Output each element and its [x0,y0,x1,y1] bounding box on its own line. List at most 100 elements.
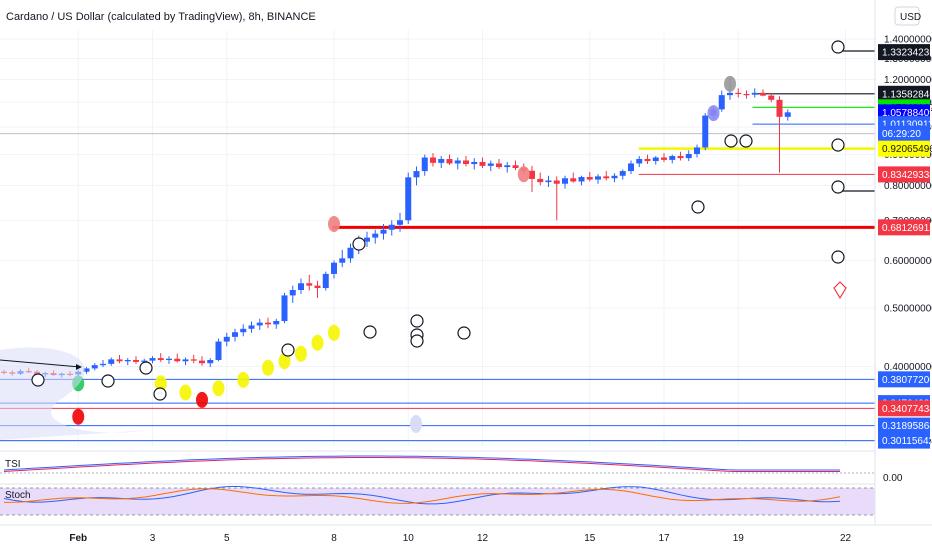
annotation-icon [352,237,366,251]
time-tick-label: 15 [584,533,596,544]
price-tag-label: 06:29:20 [882,129,921,140]
candle-body [83,368,90,372]
candle-body [694,147,700,155]
candle-body [776,99,783,117]
time-tick-label: 22 [840,533,852,544]
signal-marker [212,380,225,397]
chart-title: Cardano / US Dollar (calculated by Tradi… [6,11,316,23]
drawing-shape [410,415,422,433]
candle-body [91,365,98,369]
arrow-head [76,364,82,370]
candle-body [603,176,610,179]
signal-marker [278,353,291,370]
tsi-pane: TSI [0,450,875,474]
time-tick-label: 5 [224,533,230,544]
price-tick-label: 0.40000000 [884,362,932,373]
price-tag [878,417,930,434]
annotation-icon [691,200,705,214]
time-tick-label: 8 [331,533,337,544]
candle-body [289,289,296,296]
candle-body [718,95,725,110]
candle-body [223,336,230,342]
price-tag-label: 1.33234235 [882,48,932,59]
candle-body [677,156,684,159]
candle-body [182,359,189,362]
candle-body [702,115,709,148]
price-tick-label: 0.80000000 [884,181,932,192]
candle-body [397,220,403,225]
candle-body [207,360,214,364]
time-tick-label: 10 [403,533,415,544]
annotation-icon [833,281,847,300]
candle-body [388,224,395,230]
annotation-icon [410,334,424,348]
annotation-icon [363,325,377,339]
candle-body [240,328,247,333]
price-tag-label: 0.92065496 [882,144,932,155]
price-tag-label: 0.30115642 [882,436,932,447]
candle-body [166,358,172,361]
time-tick-label: 3 [150,533,156,544]
candle-body [322,273,329,289]
signal-marker [237,371,250,388]
candle-body [454,160,461,164]
candle-body [430,157,436,163]
candle-body [248,325,255,329]
tsi-label: TSI [5,459,21,470]
candle-body [298,283,304,290]
candle-body [553,180,560,184]
price-tag [878,432,930,449]
signal-marker [179,384,192,401]
candle-body [314,285,321,289]
candle-body [281,295,288,322]
price-tick-label: 1.40000000 [884,35,932,46]
candle-body [586,177,593,180]
price-tag [878,85,930,102]
candle-body [421,157,428,172]
candle-body [743,93,750,96]
candle-body [265,322,271,325]
signal-marker [328,216,340,233]
candle-body [347,247,354,259]
candle-body [372,233,379,238]
candle-body [504,165,511,168]
candle-body [256,322,263,326]
candle-body [611,175,618,179]
candle-body [273,321,280,325]
candle-body [100,363,106,366]
tsi-scale-value: 0.00 [883,473,903,484]
currency-button[interactable] [894,6,920,26]
candle-body [215,341,222,361]
candle-body [438,158,445,163]
time-axis[interactable]: Feb 3 5 8 10 12 15 17 19 22 [69,533,851,544]
candle-body [331,262,337,274]
stoch-k-line [3,486,841,505]
candle-body [685,154,692,159]
annotation-icon [831,138,845,152]
signal-marker [311,334,324,351]
candle-body [669,156,676,160]
signal-marker [72,408,85,425]
candle-body [487,163,494,166]
annotation-icon [281,343,295,357]
price-tag [878,219,930,236]
candle-body [628,163,634,172]
time-tick-label: 19 [733,533,745,544]
candle-body [380,229,387,234]
annotation-icon [139,361,153,375]
candle-body [562,178,568,184]
annotation-icon [153,387,167,401]
candle-body [124,360,131,362]
price-tag-label: 0.68126912 [882,223,932,234]
price-tag [878,166,930,183]
price-tag-label: 0.83429338 [882,170,932,181]
price-tag [878,400,930,417]
drawing-shape [0,347,150,440]
currency-label: USD [900,12,921,23]
tsi-line [3,455,840,471]
signal-marker [295,345,307,362]
candle-body [784,112,791,117]
price-tag [878,125,930,142]
candle-body [512,165,519,168]
